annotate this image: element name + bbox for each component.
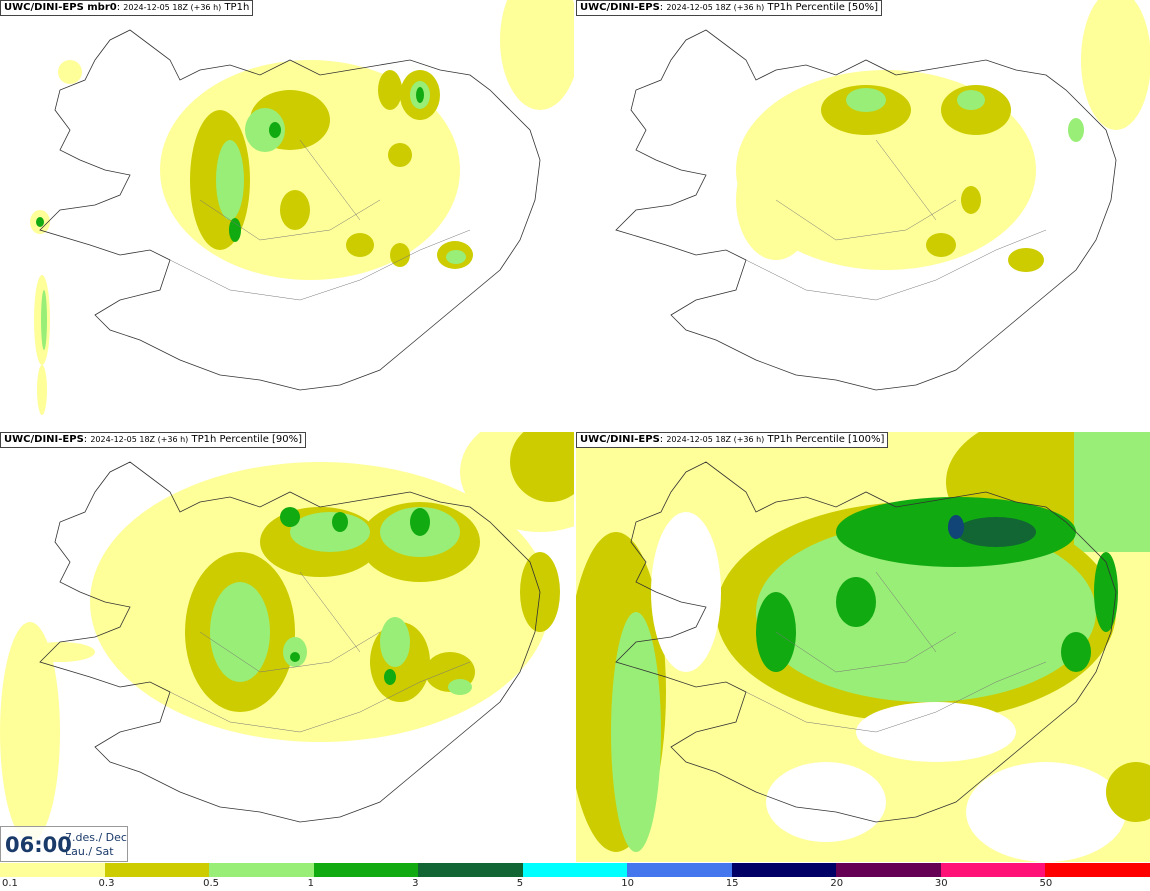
precip-map: [30, 0, 574, 415]
legend-swatch: [0, 863, 106, 877]
color-legend: 0.1 0.3 0.5 1 3 5 10 15 20 30 50: [0, 862, 1150, 891]
coastline: [615, 461, 1117, 823]
precip-map: [615, 0, 1150, 391]
panel-title: UWC/DINI-EPS: 2024-12-05 18Z (+36 h) TP1…: [576, 0, 883, 16]
legend-tick-label: 0.1: [2, 878, 18, 889]
map-panel-percentile-90: UWC/DINI-EPS: 2024-12-05 18Z (+36 h) TP1…: [0, 432, 574, 862]
legend-tick-label: 30: [934, 878, 948, 889]
legend-tick-label: 10: [621, 878, 634, 889]
coastline: [39, 29, 541, 391]
precip-map: [0, 432, 574, 862]
legend-tick-label: 3: [412, 878, 419, 889]
legend-swatch: [209, 863, 315, 877]
legend-swatch: [940, 863, 1046, 877]
legend-tick-label: 20: [830, 878, 844, 889]
legend-tick-label: 50: [1039, 878, 1053, 889]
valid-day: Lau./ Sat: [65, 845, 114, 858]
legend-swatch: [1045, 863, 1150, 877]
legend-swatch: [627, 863, 733, 877]
map-panel-mbr0: UWC/DINI-EPS mbr0: 2024-12-05 18Z (+36 h…: [0, 0, 574, 430]
legend-tick-label: 5: [516, 878, 524, 889]
precip-shading: [736, 0, 1150, 272]
legend-tick-label: 1: [307, 878, 314, 889]
map-panel-percentile-50: UWC/DINI-EPS: 2024-12-05 18Z (+36 h) TP1…: [576, 0, 1150, 430]
legend-tick-label: 0.5: [203, 878, 219, 889]
legend-swatch: [522, 863, 628, 877]
valid-date: 7.des./ Dec: [65, 831, 127, 844]
coastline: [615, 29, 1117, 391]
valid-time: 06:00: [5, 833, 72, 857]
legend-tick-label: 15: [725, 878, 739, 889]
legend-tick-label: 0.3: [98, 878, 115, 889]
panel-title: UWC/DINI-EPS mbr0: 2024-12-05 18Z (+36 h…: [0, 0, 254, 16]
precip-map: [576, 432, 1150, 862]
precip-shading: [576, 432, 1150, 862]
legend-swatch: [313, 863, 419, 877]
panel-title: UWC/DINI-EPS: 2024-12-05 18Z (+36 h) TP1…: [0, 432, 307, 448]
valid-time-box: 06:00 7.des./ Dec Lau./ Sat: [0, 826, 128, 862]
legend-swatch: [731, 863, 837, 877]
coastline: [39, 461, 541, 823]
map-panel-percentile-100: UWC/DINI-EPS: 2024-12-05 18Z (+36 h) TP1…: [576, 432, 1150, 862]
precip-shading: [30, 0, 574, 415]
panel-divider-horizontal: [0, 430, 1150, 432]
precip-shading: [0, 432, 574, 862]
panel-title: UWC/DINI-EPS: 2024-12-05 18Z (+36 h) TP1…: [576, 432, 889, 448]
legend-swatch: [836, 863, 942, 877]
legend-swatch: [418, 863, 524, 877]
legend-swatch: [104, 863, 210, 877]
